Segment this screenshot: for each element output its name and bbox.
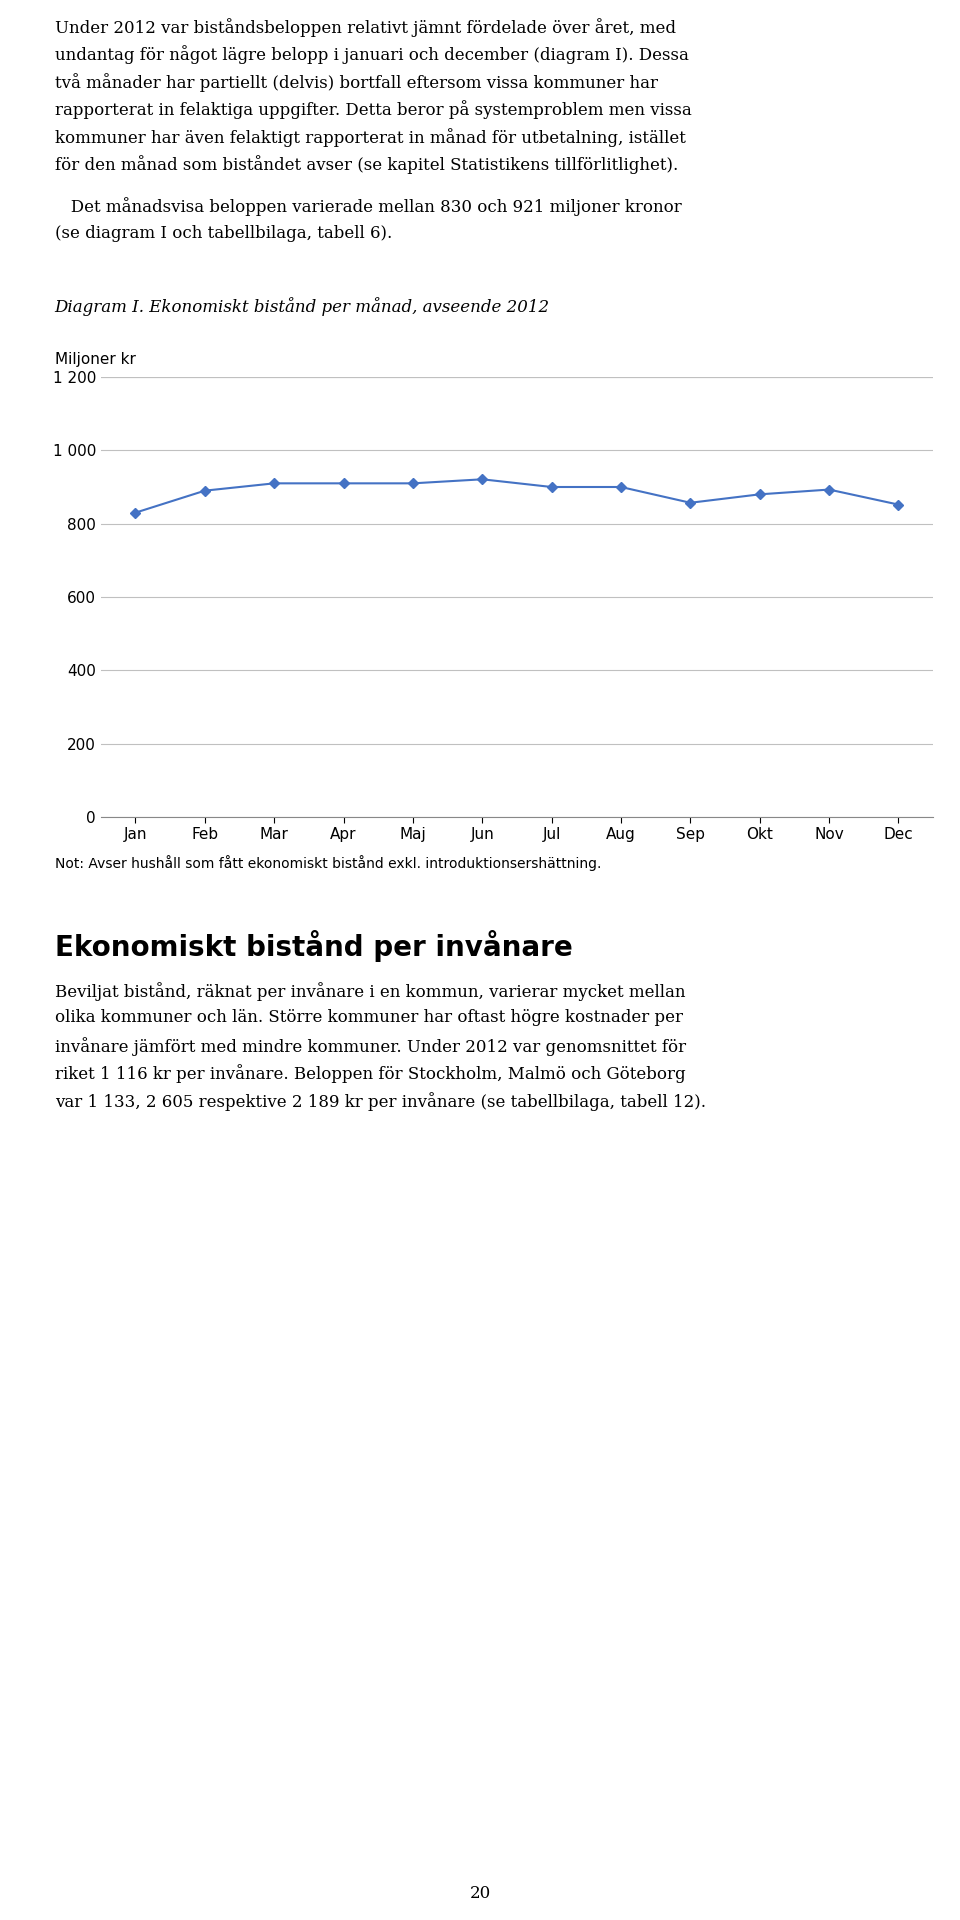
Text: olika kommuner och län. Större kommuner har oftast högre kostnader per: olika kommuner och län. Större kommuner … — [55, 1010, 683, 1027]
Text: Not: Avser hushåll som fått ekonomiskt bistånd exkl. introduktionsershättning.: Not: Avser hushåll som fått ekonomiskt b… — [55, 854, 601, 872]
Text: invånare jämfört med mindre kommuner. Under 2012 var genomsnittet för: invånare jämfört med mindre kommuner. Un… — [55, 1037, 685, 1056]
Text: två månader har partiellt (delvis) bortfall eftersom vissa kommuner har: två månader har partiellt (delvis) bortf… — [55, 73, 658, 92]
Text: Diagram I. Ekonomiskt bistånd per månad, avseende 2012: Diagram I. Ekonomiskt bistånd per månad,… — [55, 298, 550, 317]
Text: Under 2012 var biståndsbeloppen relativt jämnt fördelade över året, med: Under 2012 var biståndsbeloppen relativt… — [55, 17, 676, 36]
Text: 20: 20 — [469, 1885, 491, 1903]
Text: Beviljat bistånd, räknat per invånare i en kommun, varierar mycket mellan: Beviljat bistånd, räknat per invånare i … — [55, 981, 685, 1000]
Text: var 1 133, 2 605 respektive 2 189 kr per invånare (se tabellbilaga, tabell 12).: var 1 133, 2 605 respektive 2 189 kr per… — [55, 1092, 706, 1112]
Text: Det månadsvisa beloppen varierade mellan 830 och 921 miljoner kronor: Det månadsvisa beloppen varierade mellan… — [55, 198, 682, 215]
Text: för den månad som biståndet avser (se kapitel Statistikens tillförlitlighet).: för den månad som biståndet avser (se ka… — [55, 156, 678, 175]
Text: riket 1 116 kr per invånare. Beloppen för Stockholm, Malmö och Göteborg: riket 1 116 kr per invånare. Beloppen fö… — [55, 1064, 685, 1083]
Text: rapporterat in felaktiga uppgifter. Detta beror på systemproblem men vissa: rapporterat in felaktiga uppgifter. Dett… — [55, 100, 691, 119]
Text: Miljoner kr: Miljoner kr — [55, 351, 135, 367]
Text: kommuner har även felaktigt rapporterat in månad för utbetalning, istället: kommuner har även felaktigt rapporterat … — [55, 129, 685, 148]
Text: (se diagram I och tabellbilaga, tabell 6).: (se diagram I och tabellbilaga, tabell 6… — [55, 225, 392, 242]
Text: Ekonomiskt bistånd per invånare: Ekonomiskt bistånd per invånare — [55, 929, 572, 962]
Text: undantag för något lägre belopp i januari och december (diagram I). Dessa: undantag för något lägre belopp i januar… — [55, 46, 688, 65]
